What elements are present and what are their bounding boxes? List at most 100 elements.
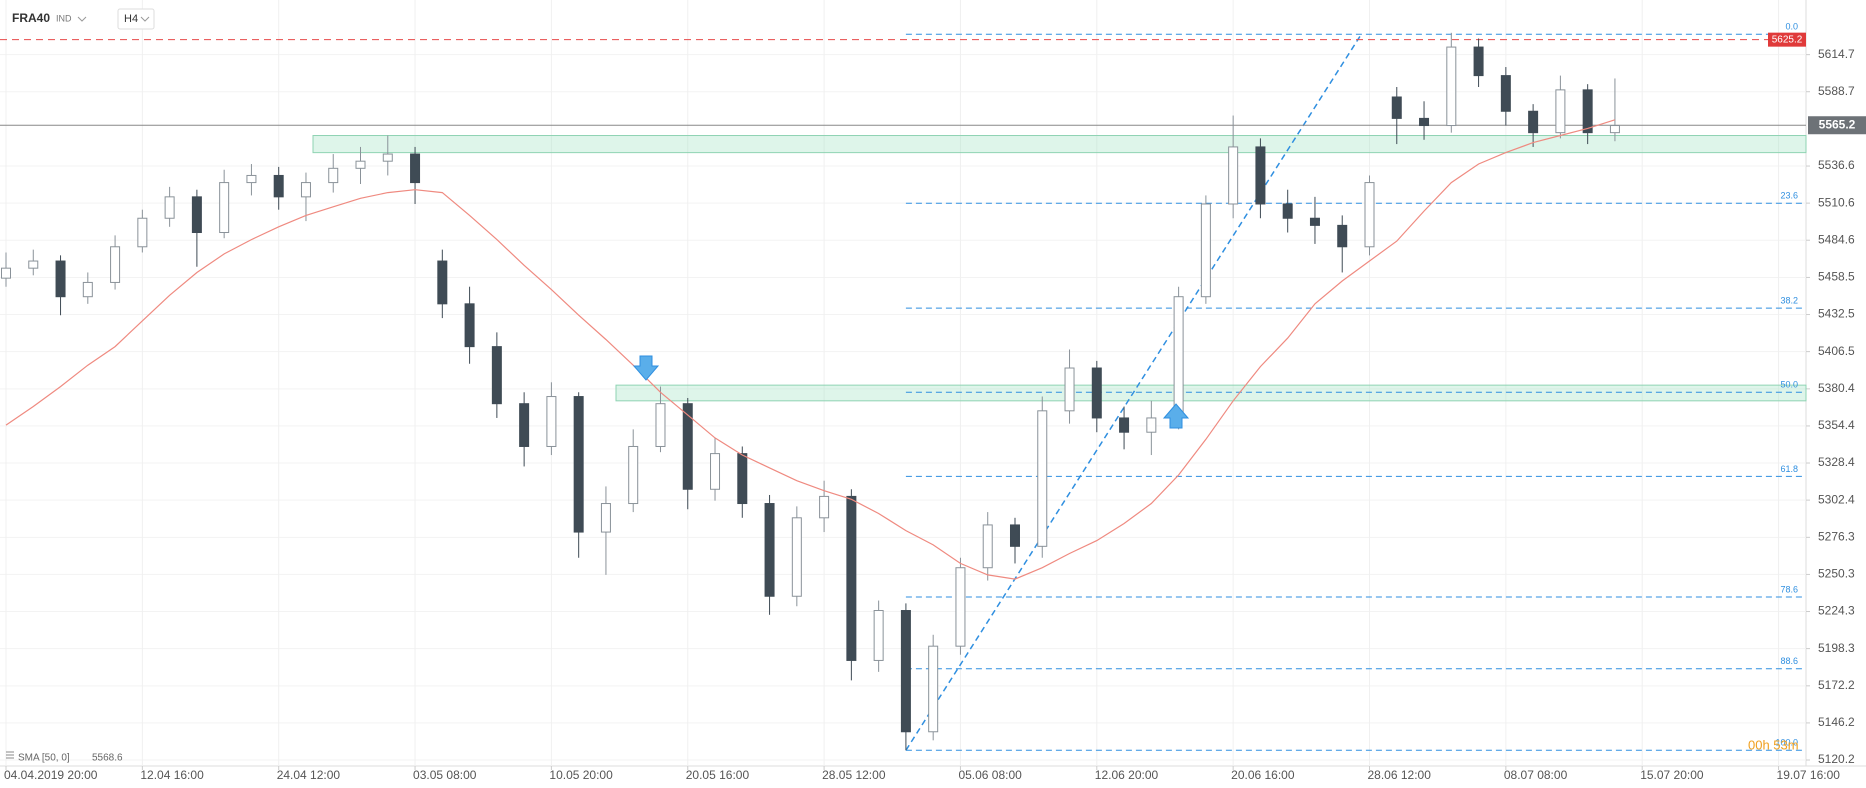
x-tick-label: 28.05 12:00 <box>822 768 886 782</box>
toolbar: FRA40 IND H4 <box>12 8 155 30</box>
x-tick-label: 10.05 20:00 <box>549 768 613 782</box>
candle-body <box>873 610 884 661</box>
fib-label: 100.0 <box>1775 738 1798 748</box>
y-tick-label: 5276.3 <box>1818 530 1855 544</box>
candle-body <box>1228 146 1239 205</box>
y-tick-label: 5614.7 <box>1818 47 1855 61</box>
candle-body <box>682 403 693 490</box>
x-tick-label: 08.07 08:00 <box>1504 768 1568 782</box>
candle-body <box>764 503 775 597</box>
x-tick-label: 24.04 12:00 <box>277 768 341 782</box>
candle-body <box>246 174 257 184</box>
candle-body <box>1309 217 1320 226</box>
candle-body <box>82 281 93 298</box>
fib-label: 61.8 <box>1780 464 1798 474</box>
candle-body <box>464 303 475 348</box>
alert-label: 5625.2 <box>1772 34 1803 45</box>
candle-body <box>628 445 639 505</box>
candle-body <box>1173 296 1184 419</box>
candle-body <box>55 260 66 298</box>
candle-body <box>1364 182 1375 248</box>
y-tick-label: 5328.4 <box>1818 455 1855 469</box>
y-tick-label: 5536.6 <box>1818 158 1855 172</box>
candle-body <box>437 260 448 305</box>
fib-label: 78.6 <box>1780 584 1798 594</box>
timeframe-box[interactable] <box>117 8 155 30</box>
fib-label: 23.6 <box>1780 191 1798 201</box>
candle-body <box>1064 367 1075 412</box>
candle-body <box>1473 46 1484 77</box>
candle-body <box>655 403 666 447</box>
x-tick-label: 20.06 16:00 <box>1231 768 1295 782</box>
candle-body <box>1200 203 1211 298</box>
candle-body <box>191 196 202 234</box>
candle-body <box>273 174 284 198</box>
fib-trendline <box>905 33 1362 751</box>
candle-body <box>164 196 175 219</box>
y-tick-label: 5250.3 <box>1818 567 1855 581</box>
candle-body <box>1146 417 1157 433</box>
y-tick-label: 5354.4 <box>1818 418 1855 432</box>
candle-body <box>1500 75 1511 112</box>
x-tick-label: 03.05 08:00 <box>413 768 477 782</box>
y-tick-label: 5484.6 <box>1818 232 1855 246</box>
candle-body <box>1555 89 1566 134</box>
candle-body <box>137 217 148 248</box>
y-tick-label: 5380.4 <box>1818 381 1855 395</box>
x-tick-label: 12.04 16:00 <box>140 768 204 782</box>
market-type[interactable]: IND <box>56 13 72 23</box>
candle-body <box>382 153 393 162</box>
symbol[interactable]: FRA40 <box>12 11 50 25</box>
candle-body <box>1 267 11 279</box>
candle-body <box>1091 367 1102 419</box>
buy-arrow <box>1162 403 1190 429</box>
x-tick-label: 28.06 12:00 <box>1368 768 1432 782</box>
y-tick-label: 5458.5 <box>1818 270 1855 284</box>
fib-label: 38.2 <box>1780 295 1798 305</box>
last-price-badge <box>1808 116 1866 135</box>
y-tick-label: 5302.4 <box>1818 492 1855 506</box>
timeframe[interactable]: H4 <box>124 13 138 25</box>
support-zone <box>615 384 1807 402</box>
last-price-label: 5565.2 <box>1819 117 1856 131</box>
y-tick-label: 5588.7 <box>1818 84 1855 98</box>
candle-body <box>791 517 802 597</box>
candle-body <box>1282 203 1293 219</box>
y-tick-label: 5172.2 <box>1818 678 1855 692</box>
x-tick-label: 12.06 20:00 <box>1095 768 1159 782</box>
candle-body <box>1337 224 1348 248</box>
x-tick-label: 15.07 20:00 <box>1640 768 1704 782</box>
fib-label: 0.0 <box>1785 22 1798 32</box>
candle-body <box>1391 96 1402 119</box>
x-tick-label: 05.06 08:00 <box>958 768 1022 782</box>
candle-body <box>1419 117 1430 127</box>
candle-body <box>573 396 584 533</box>
indicator-value: 5568.6 <box>92 753 123 764</box>
legend-icon <box>6 751 14 759</box>
candle-body <box>1009 524 1020 547</box>
x-tick-label: 19.07 16:00 <box>1777 768 1841 782</box>
candle-body <box>1037 410 1048 547</box>
candle-body <box>1528 110 1539 134</box>
y-tick-label: 5146.2 <box>1818 715 1855 729</box>
candle-body <box>328 167 339 184</box>
alert-badge <box>1768 32 1806 47</box>
candle-body <box>355 160 366 169</box>
y-tick-label: 5510.6 <box>1818 195 1855 209</box>
candle-body <box>1255 146 1266 205</box>
x-tick-label: 20.05 16:00 <box>686 768 750 782</box>
fib-label: 50.0 <box>1780 380 1798 390</box>
candle-body <box>846 495 857 661</box>
caret <box>77 16 87 22</box>
candle-body <box>955 567 966 647</box>
x-tick-label: 04.04.2019 20:00 <box>4 768 98 782</box>
candle-body <box>737 453 748 505</box>
candle-body <box>546 396 557 447</box>
support-zone <box>312 135 1807 154</box>
candle-body <box>491 346 502 405</box>
y-tick-label: 5224.3 <box>1818 604 1855 618</box>
candle-body <box>900 610 911 733</box>
fib-label: 88.6 <box>1780 656 1798 666</box>
